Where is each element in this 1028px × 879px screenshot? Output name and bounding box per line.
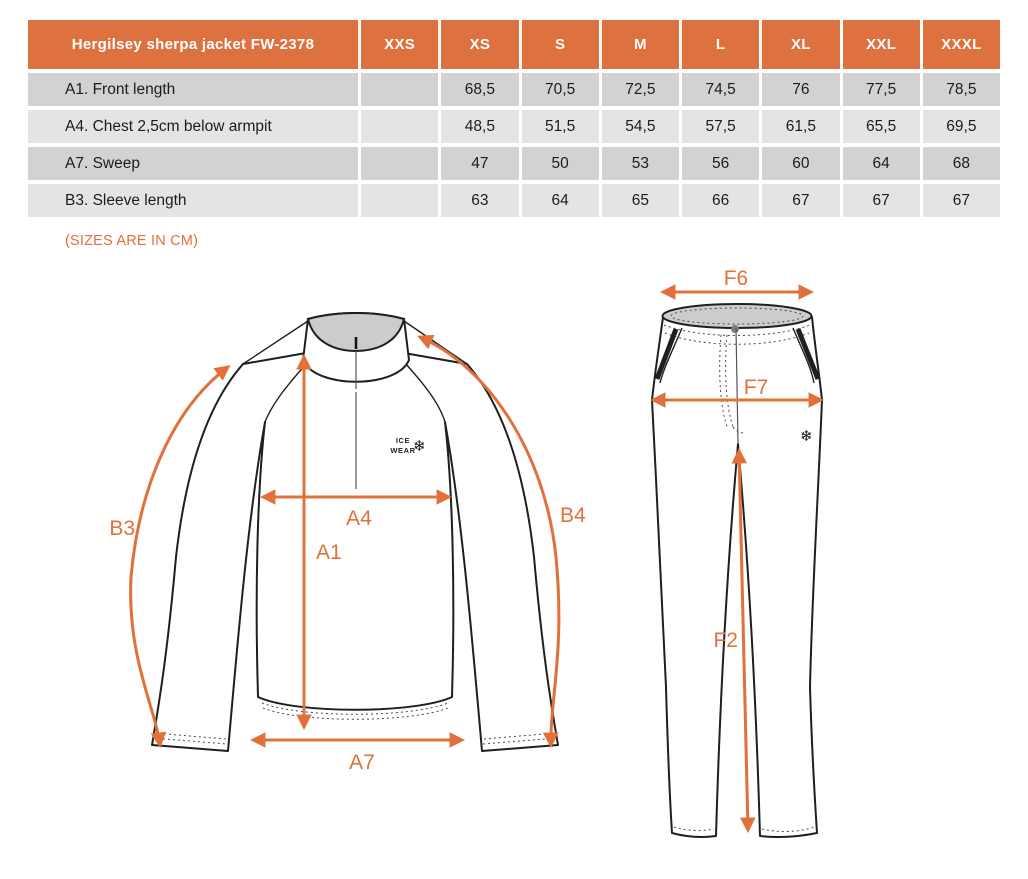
row-label-chest: A4. Chest 2,5cm below armpit	[28, 110, 358, 143]
table-cell: 66	[682, 184, 760, 217]
pants-waist-opening	[661, 303, 813, 329]
waist-button	[731, 325, 739, 333]
table-cell: 50	[521, 147, 599, 180]
table-cell: 60	[762, 147, 840, 180]
table-cell: 68,5	[441, 73, 519, 106]
col-header-xxs: XXS	[361, 20, 439, 69]
table-title: Hergilsey sherpa jacket FW-2378	[28, 20, 358, 69]
row-label-front-length: A1. Front length	[28, 73, 358, 106]
col-header-xxxl: XXXL	[922, 20, 1000, 69]
table-cell: 53	[601, 147, 679, 180]
col-header-xxl: XXL	[842, 20, 920, 69]
measure-arrow-f2	[731, 447, 756, 834]
table-cell: 70,5	[521, 73, 599, 106]
table-cell: 51,5	[521, 110, 599, 143]
table-cell	[361, 147, 439, 180]
measure-label-a1: A1	[316, 541, 342, 564]
row-label-sleeve-length: B3. Sleeve length	[28, 184, 358, 217]
table-cell: 47	[441, 147, 519, 180]
table-cell: 78,5	[922, 73, 1000, 106]
table-cell: 48,5	[441, 110, 519, 143]
table-cell: 54,5	[601, 110, 679, 143]
table-cell: 67	[842, 184, 920, 217]
logo-text-ice: ICE	[396, 436, 410, 445]
measure-label-b3: B3	[109, 517, 135, 540]
table-cell: 74,5	[682, 73, 760, 106]
jacket-collar-inner	[306, 312, 406, 353]
jacket-drawing: ICE WEAR ❄ B3 B4 A1 A4 A7	[109, 312, 586, 774]
table-cell: 64	[521, 184, 599, 217]
table-cell: 67	[922, 184, 1000, 217]
pants-drawing: ❄ F6 F7 F2	[649, 267, 825, 838]
table-cell: 61,5	[762, 110, 840, 143]
measure-arrow-b4	[417, 334, 561, 749]
table-cell: 65	[601, 184, 679, 217]
measure-label-f7: F7	[744, 376, 769, 399]
measure-label-a4: A4	[346, 507, 372, 530]
jacket-logo: ICE WEAR ❄	[390, 436, 425, 455]
col-header-m: M	[601, 20, 679, 69]
col-header-xs: XS	[441, 20, 519, 69]
table-cell	[361, 110, 439, 143]
table-cell: 64	[842, 147, 920, 180]
table-cell: 69,5	[922, 110, 1000, 143]
jacket-outline	[151, 352, 559, 752]
snowflake-icon: ❄	[800, 428, 813, 445]
table-cell: 57,5	[682, 110, 760, 143]
table-cell	[361, 184, 439, 217]
table-cell: 67	[762, 184, 840, 217]
table-cell	[361, 73, 439, 106]
size-table: Hergilsey sherpa jacket FW-2378 XXS XS S…	[28, 20, 1000, 217]
measure-label-b4: B4	[560, 504, 586, 527]
col-header-s: S	[521, 20, 599, 69]
sizes-in-cm-note: (SIZES ARE IN CM)	[65, 233, 199, 249]
measure-label-a7: A7	[349, 751, 375, 774]
table-cell: 63	[441, 184, 519, 217]
logo-text-wear: WEAR	[390, 446, 415, 455]
snowflake-icon: ❄	[413, 438, 426, 455]
left-pocket-trim	[654, 328, 679, 380]
table-cell: 56	[682, 147, 760, 180]
table-cell: 65,5	[842, 110, 920, 143]
right-pocket-trim	[795, 328, 821, 380]
measure-label-f2: F2	[713, 629, 738, 652]
table-cell: 72,5	[601, 73, 679, 106]
col-header-l: L	[682, 20, 760, 69]
row-label-sweep: A7. Sweep	[28, 147, 358, 180]
table-cell: 77,5	[842, 73, 920, 106]
table-cell: 68	[922, 147, 1000, 180]
table-cell: 76	[762, 73, 840, 106]
measure-arrow-b3	[129, 365, 231, 749]
measure-label-f6: F6	[724, 267, 749, 290]
garment-diagrams: ICE WEAR ❄ B3 B4 A1 A4 A7	[109, 267, 825, 838]
col-header-xl: XL	[762, 20, 840, 69]
